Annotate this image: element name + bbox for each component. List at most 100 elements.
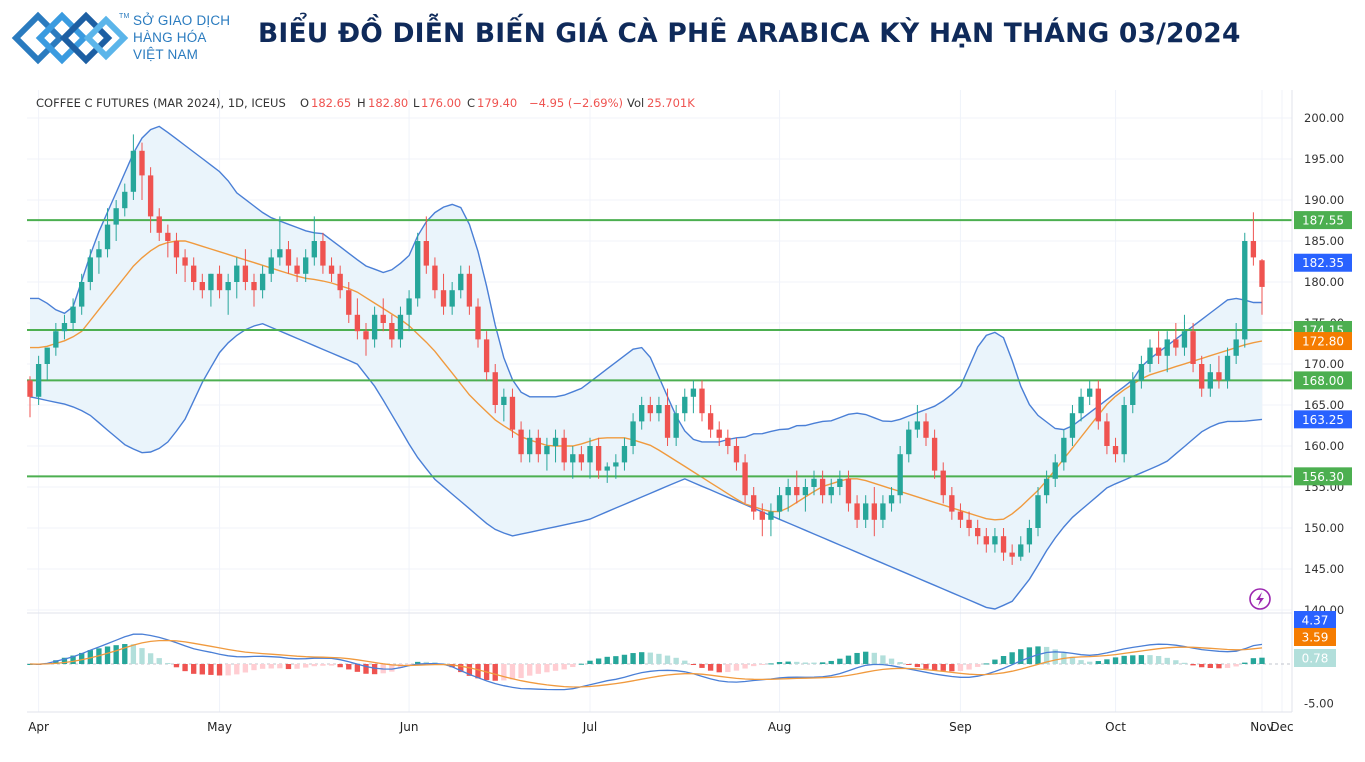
- candle-body: [664, 405, 671, 438]
- x-tick-label: May: [207, 720, 232, 734]
- candle-body: [449, 290, 455, 307]
- exchange-logo: [11, 11, 129, 65]
- y-tick-label: 195.00: [1304, 152, 1344, 166]
- macd-histogram-bar: [931, 664, 938, 671]
- macd-badge: [1294, 611, 1336, 629]
- x-tick-label: Aug: [768, 720, 791, 734]
- macd-histogram-bar: [639, 652, 645, 664]
- macd-histogram-bar: [871, 652, 877, 664]
- macd-histogram-bar: [613, 656, 619, 664]
- header: TM SỞ GIAO DỊCH HÀNG HÓA VIỆT NAM BIỂU Đ…: [0, 0, 1365, 80]
- candle-body: [1259, 260, 1265, 287]
- macd-histogram-bar: [363, 664, 369, 674]
- candle-body: [1018, 544, 1024, 557]
- candle-body: [682, 396, 688, 414]
- macd-histogram-bar: [837, 658, 843, 664]
- candle-body: [1061, 437, 1067, 463]
- candle-body: [1104, 421, 1110, 446]
- candle-body: [96, 249, 102, 258]
- price-badge-label: 172.80: [1302, 335, 1344, 349]
- macd-histogram-bar: [1233, 664, 1239, 667]
- candle-body: [35, 364, 42, 397]
- candle-body: [811, 478, 817, 487]
- macd-histogram-bar: [1259, 657, 1265, 664]
- candle-body: [975, 528, 981, 537]
- candle-body: [1216, 372, 1222, 381]
- band-upper-line: [30, 125, 1262, 443]
- candle-body: [914, 421, 921, 430]
- legend-close-label: C: [467, 96, 475, 110]
- candle-body: [828, 487, 834, 496]
- macd-histogram-bar: [1078, 660, 1084, 664]
- candle-body: [1190, 331, 1196, 364]
- logo-line-1: SỞ GIAO DỊCH: [133, 13, 231, 28]
- legend-open-label: O: [300, 96, 309, 110]
- macd-histogram-bar: [983, 663, 989, 665]
- macd-histogram-bar: [544, 664, 550, 673]
- trademark: TM: [119, 13, 130, 20]
- macd-histogram-bar: [354, 664, 361, 672]
- candle-body: [802, 487, 809, 496]
- candle-body: [957, 511, 964, 520]
- x-tick-label: Sep: [949, 720, 972, 734]
- macd-histogram-bar: [957, 664, 964, 672]
- macd-badge-label: 4.37: [1302, 614, 1329, 628]
- lightning-icon[interactable]: [1249, 588, 1271, 610]
- macd-badge: [1294, 628, 1336, 646]
- candle-body: [53, 331, 59, 348]
- candle-body: [656, 405, 662, 414]
- macd-histogram-bar: [1138, 655, 1145, 664]
- bollinger-band: [29, 125, 1263, 610]
- macd-histogram-bar: [897, 662, 903, 664]
- candle-body: [552, 437, 559, 446]
- candle-body: [354, 314, 361, 332]
- candle-body: [1181, 331, 1188, 348]
- macd-histogram-bar: [1087, 661, 1093, 664]
- candle-body: [1035, 495, 1041, 528]
- candle-body: [992, 536, 998, 545]
- macd-histogram-bar: [699, 664, 705, 668]
- candle-body: [940, 470, 946, 496]
- macd-badge-label: 3.59: [1302, 631, 1329, 645]
- logo-line-2: HÀNG HÓA: [133, 30, 207, 45]
- macd-histogram-bar: [1155, 656, 1162, 664]
- candle-body: [1233, 339, 1239, 356]
- macd-histogram-bar: [147, 653, 154, 664]
- macd-histogram-bar: [863, 651, 869, 664]
- candle-body: [578, 454, 585, 463]
- band-fill: [30, 126, 1262, 609]
- legend-symbol: COFFEE C FUTURES (MAR 2024), 1D, ICEUS: [36, 96, 286, 110]
- macd-histogram-bar: [242, 664, 249, 673]
- candle-body: [1155, 347, 1162, 356]
- macd-histogram-bar: [311, 664, 317, 667]
- macd-histogram-bar: [949, 664, 955, 672]
- candle-body: [604, 466, 610, 471]
- candle-body: [527, 437, 533, 455]
- candle-body: [742, 462, 748, 496]
- candle-body: [509, 396, 516, 430]
- macd-histogram-bar: [346, 664, 352, 670]
- candle-body: [949, 495, 955, 512]
- candle-body: [983, 536, 989, 545]
- macd-histogram-bar: [1112, 657, 1119, 664]
- macd-histogram-bar: [802, 662, 809, 664]
- macd-histogram-bar: [1018, 649, 1024, 664]
- macd-histogram-bar: [845, 655, 852, 664]
- macd-histogram-bar: [1043, 646, 1050, 664]
- candle-body: [216, 273, 223, 291]
- price-badge-label: 168.00: [1302, 374, 1344, 388]
- candle-body: [518, 429, 524, 455]
- candle-body: [639, 405, 645, 422]
- macd-histogram-bar: [570, 664, 576, 668]
- macd-histogram-bar: [182, 664, 188, 672]
- price-badge-label: 182.35: [1302, 256, 1344, 270]
- y-tick-label: 150.00: [1304, 521, 1344, 535]
- legend-low: 176.00: [421, 96, 461, 110]
- macd-histogram-bar: [992, 659, 998, 664]
- macd-histogram-bar: [664, 655, 671, 664]
- page-title: BIỂU ĐỒ DIỄN BIẾN GIÁ CÀ PHÊ ARABICA KỲ …: [258, 18, 1241, 49]
- macd-histogram-bar: [475, 664, 481, 679]
- candle-body: [906, 429, 912, 455]
- price-badge: [1294, 410, 1352, 429]
